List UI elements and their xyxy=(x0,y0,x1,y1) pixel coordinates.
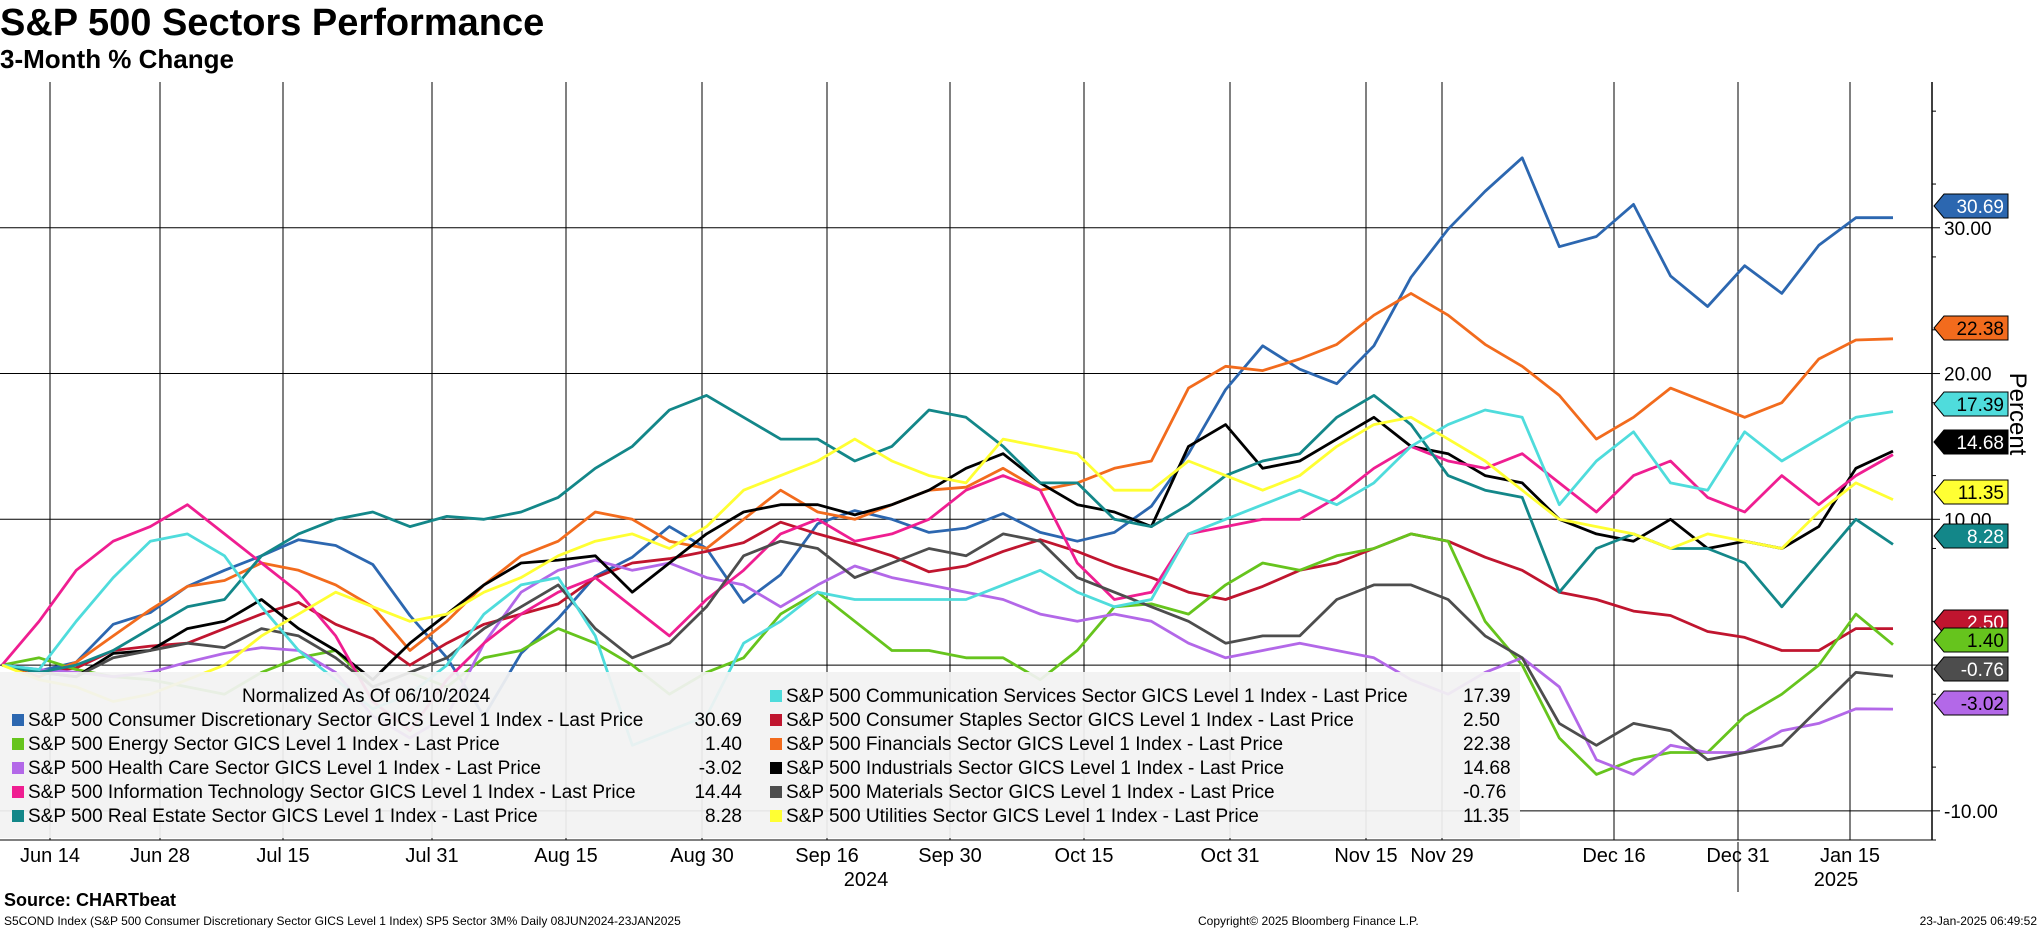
last-value-tag xyxy=(1933,193,2009,219)
last-value-tag xyxy=(1933,315,2009,341)
last-value-tag-label: 17.39 xyxy=(1956,395,2004,416)
legend-value: 30.69 xyxy=(694,710,742,731)
x-tick-label: Dec 16 xyxy=(1582,845,1645,867)
legend-value: 1.40 xyxy=(705,734,742,755)
last-value-tag xyxy=(1933,429,2009,455)
last-value-tag-label: -3.02 xyxy=(1961,694,2004,715)
y-tick-label: 30.00 xyxy=(1944,219,1992,240)
legend-value: -3.02 xyxy=(699,758,742,779)
last-value-tag-label: 11.35 xyxy=(1958,483,2004,504)
legend-value: 14.68 xyxy=(1463,758,1511,779)
x-tick-label: Jul 15 xyxy=(256,845,309,867)
legend-swatch xyxy=(770,714,782,726)
last-value-tag xyxy=(1933,656,2009,682)
legend-box xyxy=(0,672,1520,838)
x-tick-label: Jun 14 xyxy=(20,845,80,867)
series-line-2 xyxy=(1,532,1894,776)
legend-swatch xyxy=(770,810,782,822)
x-tick-label: Oct 31 xyxy=(1201,845,1260,867)
series-line-6 xyxy=(0,444,1894,733)
x-tick-label: Aug 15 xyxy=(534,845,597,867)
legend-swatch xyxy=(12,762,24,774)
series-line-3 xyxy=(1,291,1894,679)
legend-swatch xyxy=(12,786,24,798)
x-tick-label: Nov 29 xyxy=(1410,845,1473,867)
last-value-tag xyxy=(1933,391,2009,417)
chart-title: S&P 500 Sectors Performance xyxy=(0,2,545,44)
x-tick-label: Nov 15 xyxy=(1334,845,1397,867)
year-label: 2025 xyxy=(1814,869,1859,891)
legend-value: -0.76 xyxy=(1463,782,1506,803)
legend-swatch xyxy=(12,738,24,750)
legend-value: 17.39 xyxy=(1463,686,1511,707)
legend-swatch xyxy=(770,738,782,750)
legend-label: S&P 500 Industrials Sector GICS Level 1 … xyxy=(786,758,1284,779)
legend-value: 14.44 xyxy=(694,782,742,803)
x-tick-label: Sep 16 xyxy=(795,845,858,867)
year-label: 2024 xyxy=(844,869,889,891)
y-tick-label: -10.00 xyxy=(1944,802,1998,823)
last-value-tag-label: 8.28 xyxy=(1967,527,2004,548)
x-tick-label: Jun 28 xyxy=(130,845,190,867)
series-line-7 xyxy=(1,532,1894,762)
last-value-tag xyxy=(1933,523,2009,549)
last-value-tag-label: -0.76 xyxy=(1961,660,2004,681)
series-line-8 xyxy=(1,393,1894,674)
footer-copyright: Copyright© 2025 Bloomberg Finance L.P. xyxy=(1198,914,1419,928)
series-line-10 xyxy=(1,415,1894,703)
last-value-tag-label: 1.40 xyxy=(1967,631,2004,652)
x-tick-label: Sep 30 xyxy=(918,845,981,867)
last-value-tag-label: 14.68 xyxy=(1956,433,2004,454)
source-note: Source: CHARTbeat xyxy=(4,890,177,910)
legend-value: 8.28 xyxy=(705,806,742,827)
legend-label: S&P 500 Utilities Sector GICS Level 1 In… xyxy=(786,806,1259,827)
series-line-9 xyxy=(1,408,1894,747)
legend-header: Normalized As Of 06/10/2024 xyxy=(242,686,491,707)
line-chart: Normalized As Of 06/10/2024 S&P 500 Consu… xyxy=(0,82,2031,892)
x-tick-label: Oct 15 xyxy=(1055,845,1114,867)
legend-swatch xyxy=(12,714,24,726)
footer-timestamp: 23-Jan-2025 06:49:52 xyxy=(1919,914,2037,928)
legend-swatch xyxy=(770,786,782,798)
series-line-5 xyxy=(1,415,1894,682)
legend-value: 2.50 xyxy=(1463,710,1500,731)
last-value-tag-label: 30.69 xyxy=(1956,197,2004,218)
legend-swatch xyxy=(12,810,24,822)
legend-swatch xyxy=(770,690,782,702)
chart-subtitle: 3-Month % Change xyxy=(0,44,234,74)
legend-label: S&P 500 Energy Sector GICS Level 1 Index… xyxy=(28,734,500,755)
x-tick-label: Jul 31 xyxy=(405,845,458,867)
last-value-tag-label: 22.38 xyxy=(1956,319,2004,340)
legend-label: S&P 500 Health Care Sector GICS Level 1 … xyxy=(28,758,541,779)
legend-swatch xyxy=(770,762,782,774)
last-value-tag xyxy=(1933,690,2009,716)
x-tick-label: Jan 15 xyxy=(1820,845,1880,867)
series-line-4 xyxy=(1,558,1894,776)
legend-label: S&P 500 Consumer Staples Sector GICS Lev… xyxy=(786,710,1354,731)
series-line-0 xyxy=(1,156,1893,718)
legend-value: 22.38 xyxy=(1463,734,1511,755)
x-tick-label: Aug 30 xyxy=(670,845,733,867)
last-value-tag xyxy=(1933,627,2009,653)
legend-label: S&P 500 Communication Services Sector GI… xyxy=(786,686,1408,707)
y-tick-label: 20.00 xyxy=(1944,365,1992,386)
legend-value: 11.35 xyxy=(1463,806,1509,827)
legend-label: S&P 500 Materials Sector GICS Level 1 In… xyxy=(786,782,1275,803)
last-value-tag xyxy=(1933,479,2009,505)
legend-label: S&P 500 Consumer Discretionary Sector GI… xyxy=(28,710,643,731)
legend-label: S&P 500 Information Technology Sector GI… xyxy=(28,782,636,803)
legend-label: S&P 500 Real Estate Sector GICS Level 1 … xyxy=(28,806,538,827)
legend-label: S&P 500 Financials Sector GICS Level 1 I… xyxy=(786,734,1283,755)
footer-index-info: S5COND Index (S&P 500 Consumer Discretio… xyxy=(4,914,681,928)
